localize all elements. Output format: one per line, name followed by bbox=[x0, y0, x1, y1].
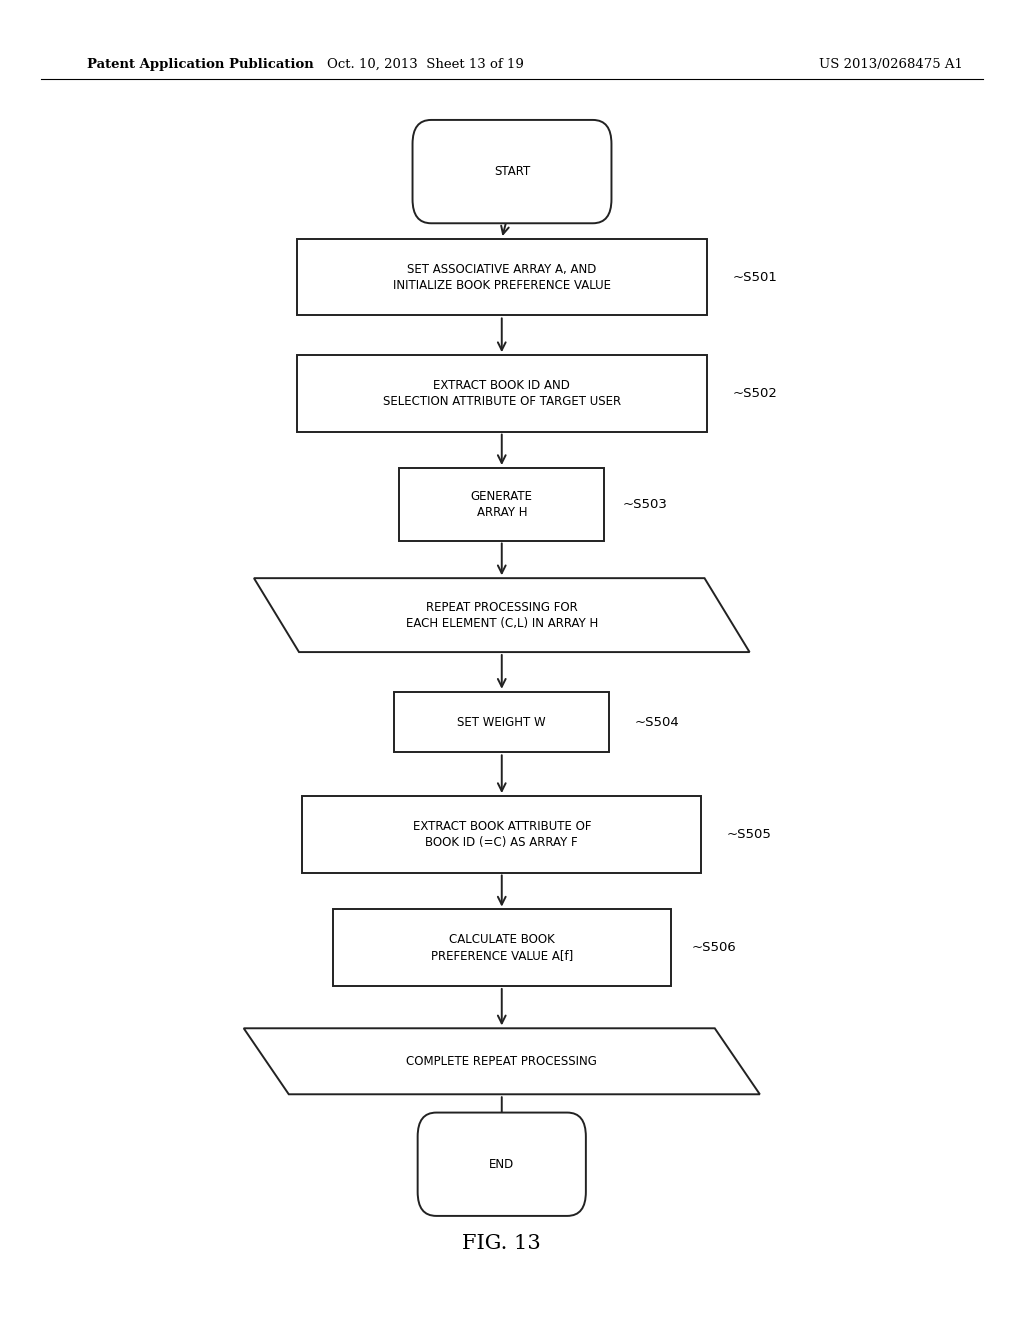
Text: INITIALIZE BOOK PREFERENCE VALUE: INITIALIZE BOOK PREFERENCE VALUE bbox=[393, 279, 610, 292]
Text: GENERATE: GENERATE bbox=[471, 490, 532, 503]
Text: EXTRACT BOOK ATTRIBUTE OF: EXTRACT BOOK ATTRIBUTE OF bbox=[413, 820, 591, 833]
Text: PREFERENCE VALUE A[f]: PREFERENCE VALUE A[f] bbox=[431, 949, 572, 962]
Text: BOOK ID (=C) AS ARRAY F: BOOK ID (=C) AS ARRAY F bbox=[425, 836, 579, 849]
Polygon shape bbox=[244, 1028, 760, 1094]
Text: ~S502: ~S502 bbox=[732, 387, 777, 400]
Bar bbox=[333, 909, 671, 986]
Text: END: END bbox=[489, 1158, 514, 1171]
Text: ARRAY H: ARRAY H bbox=[476, 506, 527, 519]
Text: ~S501: ~S501 bbox=[732, 271, 777, 284]
Bar bbox=[394, 692, 609, 752]
Text: US 2013/0268475 A1: US 2013/0268475 A1 bbox=[819, 58, 963, 71]
Text: SET ASSOCIATIVE ARRAY A, AND: SET ASSOCIATIVE ARRAY A, AND bbox=[408, 263, 596, 276]
Text: EACH ELEMENT (C,L) IN ARRAY H: EACH ELEMENT (C,L) IN ARRAY H bbox=[406, 616, 598, 630]
Bar bbox=[297, 355, 707, 432]
Text: COMPLETE REPEAT PROCESSING: COMPLETE REPEAT PROCESSING bbox=[407, 1055, 597, 1068]
Text: ~S504: ~S504 bbox=[635, 715, 680, 729]
Text: EXTRACT BOOK ID AND: EXTRACT BOOK ID AND bbox=[433, 379, 570, 392]
Text: START: START bbox=[494, 165, 530, 178]
Text: SET WEIGHT W: SET WEIGHT W bbox=[458, 715, 546, 729]
Text: CALCULATE BOOK: CALCULATE BOOK bbox=[449, 933, 555, 946]
Text: FIG. 13: FIG. 13 bbox=[463, 1234, 541, 1253]
Bar bbox=[297, 239, 707, 315]
Text: REPEAT PROCESSING FOR: REPEAT PROCESSING FOR bbox=[426, 601, 578, 614]
Text: SELECTION ATTRIBUTE OF TARGET USER: SELECTION ATTRIBUTE OF TARGET USER bbox=[383, 395, 621, 408]
Bar bbox=[399, 467, 604, 541]
Text: ~S506: ~S506 bbox=[691, 941, 736, 954]
Text: Oct. 10, 2013  Sheet 13 of 19: Oct. 10, 2013 Sheet 13 of 19 bbox=[327, 58, 523, 71]
FancyBboxPatch shape bbox=[418, 1113, 586, 1216]
Text: ~S503: ~S503 bbox=[623, 498, 668, 511]
Bar bbox=[302, 796, 701, 873]
Polygon shape bbox=[254, 578, 750, 652]
Text: Patent Application Publication: Patent Application Publication bbox=[87, 58, 313, 71]
Text: ~S505: ~S505 bbox=[727, 828, 772, 841]
FancyBboxPatch shape bbox=[413, 120, 611, 223]
